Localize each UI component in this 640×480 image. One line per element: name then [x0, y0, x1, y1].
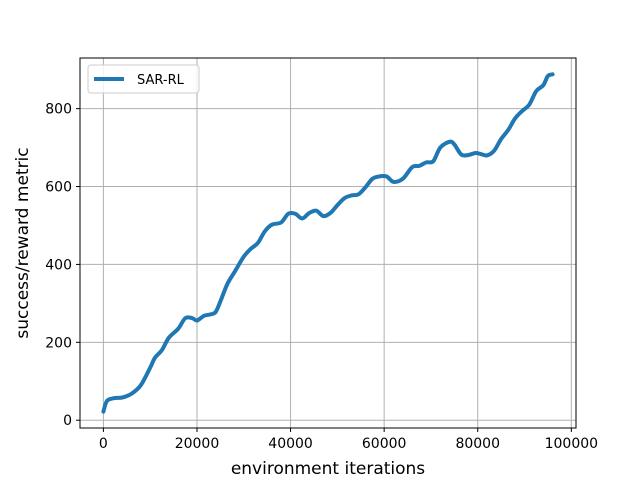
x-tick-label: 60000 [362, 436, 407, 452]
x-tick-label: 40000 [268, 436, 313, 452]
grid-lines [80, 58, 576, 428]
plot-frame [79, 57, 577, 429]
x-tick-label: 100000 [545, 436, 598, 452]
y-tick-label: 0 [63, 413, 72, 429]
y-tick-label: 200 [45, 335, 72, 351]
series-layer [101, 72, 555, 414]
plot-area [80, 58, 576, 428]
x-axis-label: environment iterations [231, 459, 425, 479]
y-axis-ticks: 0 200 400 600 800 [45, 102, 80, 429]
x-axis-ticks: 0 20000 40000 60000 80000 100000 [99, 428, 598, 452]
y-tick-label: 600 [45, 180, 72, 196]
y-axis-label: success/reward metric [13, 147, 33, 338]
legend-label-sar-rl: SAR-RL [137, 73, 185, 88]
series-line-sar-rl [101, 72, 555, 414]
legend-box [87, 64, 200, 94]
x-tick-label: 20000 [175, 436, 220, 452]
x-tick-label: 80000 [455, 436, 500, 452]
y-tick-label: 800 [45, 102, 72, 118]
legend: SAR-RL [87, 64, 200, 94]
x-tick-label: 0 [99, 436, 108, 452]
y-tick-label: 400 [45, 257, 72, 273]
